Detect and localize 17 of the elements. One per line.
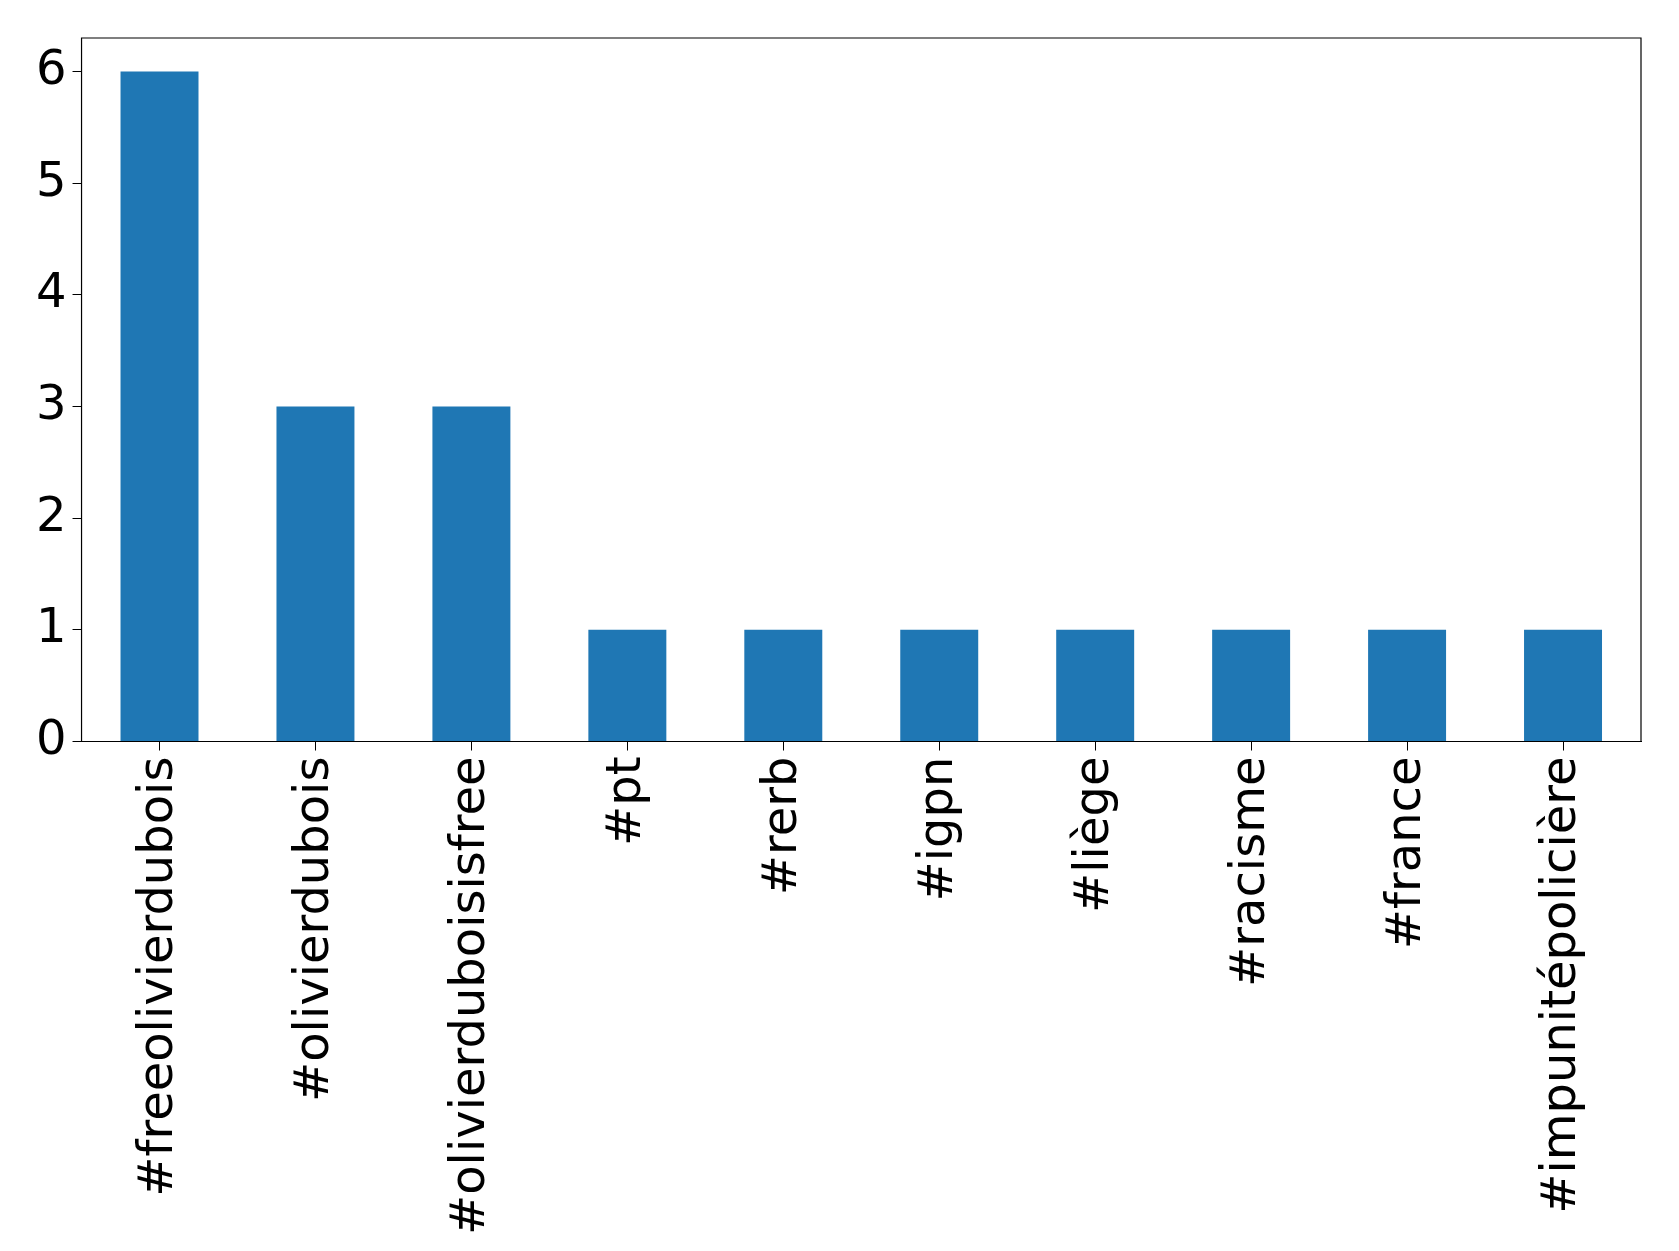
y-tick-label: 3 bbox=[35, 373, 67, 430]
x-tick-label: #olivierduboisisfree bbox=[438, 756, 495, 1236]
x-tick-label: #igpn bbox=[906, 756, 963, 902]
y-tick-label: 5 bbox=[35, 150, 67, 207]
y-tick-label: 6 bbox=[35, 38, 67, 95]
x-tick-label: #freeolivierdubois bbox=[126, 756, 183, 1197]
x-tick-label: #racisme bbox=[1218, 756, 1275, 987]
x-tick-label: #france bbox=[1374, 756, 1431, 950]
x-tick-label: #liège bbox=[1062, 756, 1119, 913]
y-tick-label: 1 bbox=[35, 597, 67, 654]
x-tick-label: #olivierdubois bbox=[282, 756, 339, 1103]
x-tick-label: #pt bbox=[594, 756, 651, 847]
y-tick-label: 2 bbox=[35, 485, 67, 542]
y-tick-label: 0 bbox=[35, 708, 67, 765]
x-tick-label: #impunitépolicière bbox=[1530, 756, 1587, 1214]
x-tick-label: #rerb bbox=[750, 756, 807, 896]
y-tick-label: 4 bbox=[35, 262, 67, 319]
